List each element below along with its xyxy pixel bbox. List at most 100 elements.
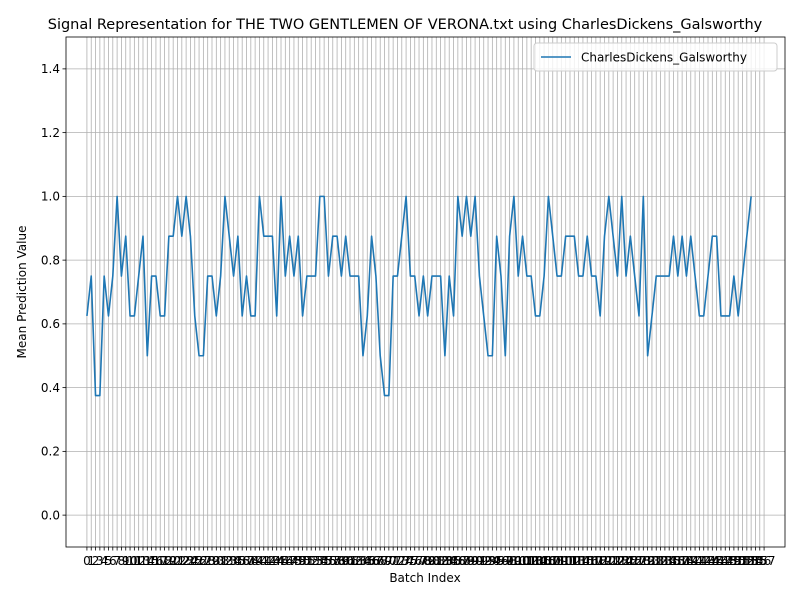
- x-tick-label: 74: [398, 554, 413, 568]
- x-tick-label: 24: [183, 554, 198, 568]
- y-axis-label: Mean Prediction Value: [15, 226, 29, 359]
- x-tick-label: 13: [135, 554, 150, 568]
- x-tick-label: 16: [148, 554, 163, 568]
- x-tick-label: 15: [144, 554, 159, 568]
- x-tick-label: 92: [476, 554, 491, 568]
- x-tick-label: 126: [619, 554, 642, 568]
- y-tick-label: 0.6: [41, 317, 60, 331]
- x-tick-label: 136: [662, 554, 685, 568]
- x-tick-label: 118: [584, 554, 607, 568]
- x-tick-label: 138: [671, 554, 694, 568]
- x-tick-label: 28: [200, 554, 215, 568]
- x-tick-label: 67: [368, 554, 383, 568]
- x-tick-label: 155: [744, 554, 767, 568]
- x-tick-label: 76: [407, 554, 422, 568]
- x-tick-label: 22: [174, 554, 189, 568]
- x-tick-label: 66: [364, 554, 379, 568]
- x-tick-label: 41: [256, 554, 271, 568]
- x-tick-label: 102: [515, 554, 538, 568]
- x-tick-label: 106: [533, 554, 556, 568]
- x-tick-label: 137: [666, 554, 689, 568]
- x-tick-label: 50: [295, 554, 310, 568]
- x-tick-label: 143: [692, 554, 715, 568]
- x-tick-label: 8: [118, 554, 126, 568]
- x-tick-label: 30: [209, 554, 224, 568]
- x-tick-label: 23: [178, 554, 193, 568]
- x-tick-label: 19: [161, 554, 176, 568]
- x-tick-label: 151: [727, 554, 750, 568]
- x-tick-label: 61: [342, 554, 357, 568]
- x-tick-label: 125: [615, 554, 638, 568]
- x-tick-label: 25: [187, 554, 202, 568]
- x-tick-label: 141: [684, 554, 707, 568]
- x-tick-label: 142: [688, 554, 711, 568]
- x-tick-label: 133: [649, 554, 672, 568]
- x-tick-label: 112: [559, 554, 582, 568]
- x-tick-label: 75: [403, 554, 418, 568]
- x-tick-label: 21: [170, 554, 185, 568]
- x-tick-label: 132: [645, 554, 668, 568]
- x-axis-label: Batch Index: [389, 571, 460, 585]
- x-tick-label: 31: [213, 554, 228, 568]
- legend-label: CharlesDickens_Galsworthy: [581, 51, 747, 65]
- y-tick-label: 0.4: [41, 381, 60, 395]
- x-tick-label: 139: [675, 554, 698, 568]
- x-tick-label: 69: [377, 554, 392, 568]
- x-tick-label: 153: [735, 554, 758, 568]
- x-tick-label: 119: [589, 554, 612, 568]
- x-tick-label: 59: [334, 554, 349, 568]
- x-tick-label: 57: [325, 554, 340, 568]
- x-tick-label: 5: [105, 554, 113, 568]
- x-tick-label: 40: [252, 554, 267, 568]
- x-tick-label: 150: [722, 554, 745, 568]
- x-tick-label: 29: [204, 554, 219, 568]
- plot-frame: [65, 36, 786, 548]
- x-tick-label: 0: [83, 554, 91, 568]
- x-tick-label: 49: [291, 554, 306, 568]
- y-tick-label: 0.0: [41, 508, 60, 522]
- x-tick-label: 39: [247, 554, 262, 568]
- x-tick-label: 51: [299, 554, 314, 568]
- x-tick-label: 121: [597, 554, 620, 568]
- x-tick-label: 65: [360, 554, 375, 568]
- x-tick-label: 86: [450, 554, 465, 568]
- x-tick-label: 110: [550, 554, 573, 568]
- x-tick-label: 48: [286, 554, 301, 568]
- x-tick-label: 103: [520, 554, 543, 568]
- x-tick-label: 154: [740, 554, 763, 568]
- y-tick-label: 1.2: [41, 126, 60, 140]
- x-tick-label: 33: [222, 554, 237, 568]
- x-tick-label: 14: [140, 554, 155, 568]
- x-tick-label: 80: [424, 554, 439, 568]
- x-tick-label: 122: [602, 554, 625, 568]
- plot-area: [65, 36, 786, 548]
- x-tick-label: 135: [658, 554, 681, 568]
- x-tick-label: 128: [628, 554, 651, 568]
- x-tick-label: 96: [493, 554, 508, 568]
- x-tick-label: 34: [226, 554, 241, 568]
- x-tick-label: 107: [537, 554, 560, 568]
- x-tick-label: 147: [709, 554, 732, 568]
- x-tick-label: 3: [96, 554, 104, 568]
- x-tick-label: 101: [511, 554, 534, 568]
- x-tick-label: 123: [606, 554, 629, 568]
- x-tick-label: 2: [92, 554, 100, 568]
- x-tick-label: 140: [679, 554, 702, 568]
- x-tick-label: 72: [390, 554, 405, 568]
- x-tick-label: 113: [563, 554, 586, 568]
- x-tick-label: 60: [338, 554, 353, 568]
- x-tick-label: 91: [472, 554, 487, 568]
- x-tick-label: 81: [429, 554, 444, 568]
- x-gridlines: [86, 37, 765, 547]
- x-tick-label: 115: [571, 554, 594, 568]
- x-tick-label: 146: [705, 554, 728, 568]
- x-tick-label: 93: [480, 554, 495, 568]
- x-tick-label: 157: [753, 554, 776, 568]
- x-tick-label: 73: [394, 554, 409, 568]
- x-tick-label: 104: [524, 554, 547, 568]
- x-tick-label: 152: [731, 554, 754, 568]
- x-tick-label: 109: [546, 554, 569, 568]
- x-tick-label: 62: [347, 554, 362, 568]
- x-tick-label: 20: [166, 554, 181, 568]
- x-tick-label: 9: [122, 554, 130, 568]
